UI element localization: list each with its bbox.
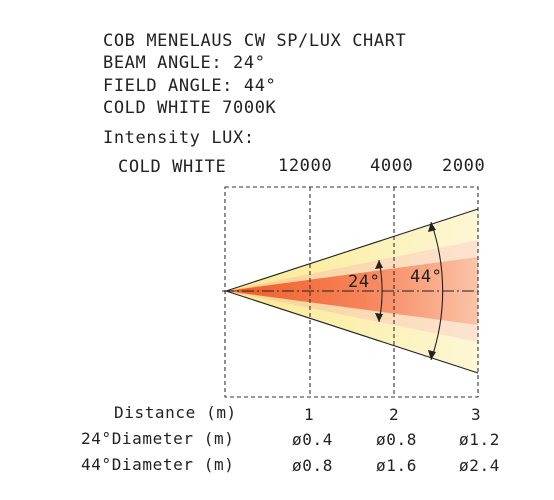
d24-value-1: ø0.4 [292, 430, 333, 449]
chart-title: COB MENELAUS CW SP/LUX CHART [103, 31, 407, 51]
d24-label: 24°Diameter (m) [81, 429, 235, 448]
d44-label: 44°Diameter (m) [81, 455, 235, 474]
d24-value-3: ø1.2 [459, 430, 500, 449]
distance-grid [224, 186, 479, 398]
d24-value-2: ø0.8 [376, 430, 417, 449]
distance-value-3: 3 [471, 405, 482, 424]
color-label: COLD WHITE [118, 157, 227, 177]
d44-value-2: ø1.6 [376, 456, 417, 475]
distance-value-1: 1 [304, 405, 315, 424]
field-angle-text: FIELD ANGLE: 44° [103, 76, 277, 96]
d44-value-3: ø2.4 [459, 456, 500, 475]
lux-value-1m: 12000 [278, 156, 333, 176]
inner-arc-arrow-bottom [375, 313, 383, 322]
lux-value-3m: 2000 [442, 156, 486, 176]
beam-edge-bottom [225, 290, 479, 374]
intensity-label: Intensity LUX: [103, 128, 255, 148]
d44-value-1: ø0.8 [292, 456, 333, 475]
outer-angle-label: 44° [410, 267, 443, 287]
diagram-frame [224, 186, 479, 398]
beam-edge-top [225, 208, 479, 292]
lux-value-2m: 4000 [370, 156, 414, 176]
inner-arc-arrow-top [375, 260, 383, 269]
beam-angle-text: BEAM ANGLE: 24° [103, 53, 266, 73]
outer-angle-arc [430, 221, 444, 361]
inner-angle-label: 24° [348, 272, 381, 292]
distance-label: Distance (m) [114, 403, 237, 422]
outer-arc-arrow-bottom [428, 350, 436, 360]
color-temp-text: COLD WHITE 7000K [103, 98, 277, 118]
distance-value-2: 2 [389, 405, 400, 424]
outer-arc-arrow-top [428, 222, 436, 232]
